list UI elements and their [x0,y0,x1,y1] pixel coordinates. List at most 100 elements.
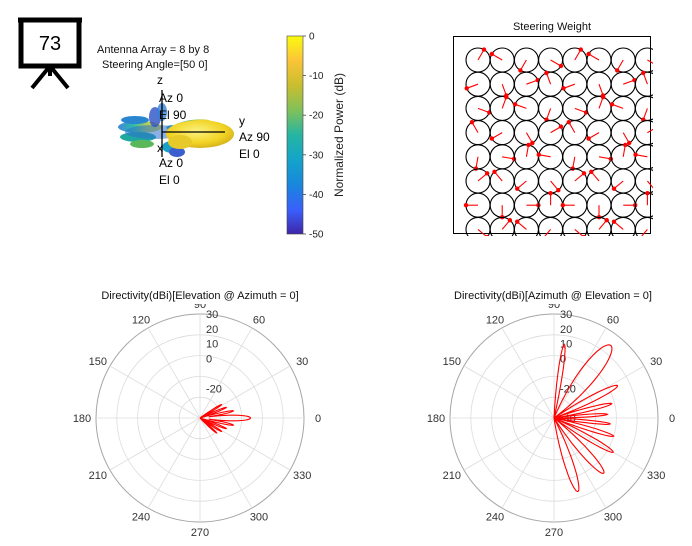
steering-phasor-tip [609,102,615,107]
steering-phasor-tip [589,169,594,175]
steering-phasor-tip [512,102,518,107]
steering-phasor-tip [604,218,609,223]
steering-phasor-tip [581,171,587,176]
polar-angle-tick-label: 60 [607,314,619,326]
colorbar: 0 -10 -20 -30 -40 -50 Normalized Power (dB) [286,32,346,241]
polar-angle-tick-label: 180 [73,413,91,425]
steering-phasor-tip [463,203,469,208]
steering-phasor-tip [464,86,469,91]
polar-angle-tick-label: 330 [293,470,311,482]
polar-angle-tick-label: 180 [427,413,445,425]
steering-phasor-tip [566,120,571,125]
polar-angle-tick-label: 240 [486,512,504,524]
axis-x-az: Az 0 [159,156,183,170]
steering-title: Steering Weight [512,21,592,33]
polar-angle-tick-label: 210 [89,470,107,482]
steering-phasor-tip [558,63,564,69]
steering-phasor-tip [548,191,553,196]
steering-phasor-tip [536,152,541,157]
polar-angle-tick-label: 30 [650,356,662,368]
colorbar-gradient [286,35,304,235]
axis-z-name: z [157,73,163,87]
steering-phasor-tip [627,140,632,146]
colorbar-label: Normalized Power (dB) [332,73,346,197]
steering-phasor-tip [485,234,490,236]
polar-angle-tick-label: 60 [253,314,265,326]
steering-phasor-tip [526,142,531,148]
polar-angle-tick-label: 90 [548,304,560,311]
steering-element-circle [634,216,653,236]
steering-phasor-tip [561,86,566,91]
polar-radial-tick-label: 30 [560,309,572,321]
steering-phasor-tip [481,47,487,52]
steering-phasor-line [647,128,653,134]
steering-phasor-tip [507,218,513,223]
steering-phasor-tip [556,187,561,193]
polar-angle-tick-label: 120 [132,314,150,326]
steering-phasor-tip [582,234,586,236]
colorbar-tick-label: 0 [309,32,315,43]
steering-phasor-line [544,229,552,236]
steering-element-grid [463,47,653,236]
steering-phasor-tip [600,94,606,100]
polar-angle-tick-label: 0 [315,413,321,425]
polar-angle-tick-label: 150 [89,356,107,368]
colorbar-tick-label: -40 [309,190,324,201]
axis-z-el: El 90 [159,108,187,122]
steering-phasor-tip [544,70,549,76]
colorbar-tick-label: -20 [309,111,324,122]
polar-angle-tick-label: 90 [194,304,206,311]
polar-radial-tick-label: -20 [206,383,222,395]
steering-phasor-tip [504,94,509,100]
polar2-series-line [553,343,619,493]
polar1-title: Directivity(dBi)[Elevation @ Azimuth = 0… [101,290,299,302]
polar-angle-tick-label: 120 [486,314,504,326]
polar1-radial-labels: 30 20 10 0 -20 [206,309,222,395]
polar2-grid [449,313,659,523]
polar1-plot: 0 30 60 90 120 150 180 210 240 270 300 330 30 20 10 0 -2… [73,304,321,539]
steering-phasor-tip [578,47,583,52]
steering-phasor-line [647,59,653,64]
colorbar-tick-label: -50 [309,230,324,241]
slide-number: 73 [38,33,62,55]
steering-phasor-tip [611,186,617,191]
polar-radial-tick-label: 20 [560,324,572,336]
polar-radial-tick-label: 0 [560,354,566,366]
slide-number-badge: 73 [18,16,82,92]
colorbar-tick-label: -10 [309,71,324,82]
polar2-title: Directivity(dBi)[Azimuth @ Elevation = 0… [454,290,652,302]
steering-phasor-tip [469,120,475,125]
axis-y-name: y [239,114,245,128]
steering-phasor-tip [484,171,490,176]
pattern3d-title-line1: Antenna Array = 8 by 8 [97,44,210,56]
steering-phasor-tip [633,152,638,157]
steering-phasor-tip [489,136,495,141]
polar-radial-tick-label: 20 [206,324,218,336]
polar-radial-tick-label: 30 [206,309,218,321]
presentation-board-icon [18,17,82,90]
steering-phasor-tip [586,136,591,141]
pattern3d-plot: z Az 0 El 90 y Az 90 El 0 x Az 0 El 0 [118,73,270,187]
steering-phasor-tip [645,191,650,196]
steering-phasor-tip [489,51,495,57]
axis-x-name: x [157,141,163,155]
polar1-series-line [199,403,252,434]
steering-phasor-tip [623,142,628,148]
steering-phasor-tip [586,51,591,57]
steering-phasor-line [641,229,648,236]
pattern3d-title-line2: Steering Angle=[50 0] [102,59,208,71]
polar-angle-tick-label: 150 [443,356,461,368]
colorbar-ticks: 0 -10 -20 -30 -40 -50 [303,32,324,241]
steering-phasor-tip [518,68,523,73]
polar-angle-tick-label: 270 [191,527,209,539]
steering-phasor-tip [515,219,520,224]
polar2-plot: 03060901201501802102402703003303020100-2… [427,304,675,539]
pattern3d-axes [161,90,225,157]
steering-phasor-tip [641,70,646,76]
steering-phasor-tip [558,124,564,129]
steering-phasor-tip [515,186,520,191]
axis-x-el: El 0 [159,173,180,187]
steering-phasor-tip [611,219,617,224]
steering-phasor-tip [530,140,535,146]
